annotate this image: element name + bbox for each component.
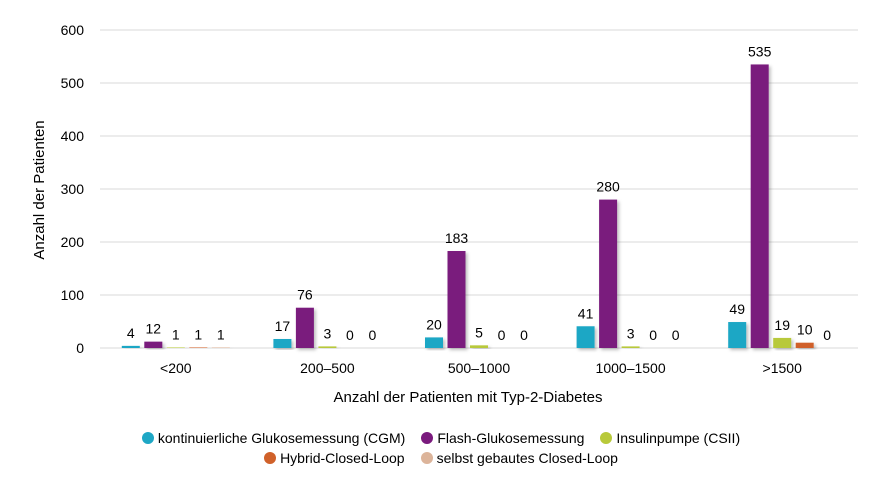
data-label: 0 [498,327,506,343]
data-label: 49 [729,301,745,317]
bar [470,345,488,348]
bar [295,307,314,348]
x-axis-ticks: <200 200–500 500–1000 1000–1500 >1500 [160,360,802,376]
y-axis-title: Anzahl der Patienten [31,120,48,259]
bar [576,326,595,348]
data-label: 41 [578,305,594,321]
legend-label: kontinuierliche Glukosemessung (CGM) [157,430,406,446]
bar [166,347,185,348]
bar [144,341,163,348]
data-label: 19 [774,317,790,333]
bar [750,64,769,348]
x-tick-label: <200 [160,360,192,376]
data-label: 20 [426,316,442,332]
data-label: 280 [596,179,620,195]
y-axis-ticks: 0 100 200 300 400 500 600 [61,22,85,356]
x-tick-label: 1000–1500 [596,360,666,376]
bar [621,346,640,348]
legend-label: Flash-Glukosemessung [437,430,585,446]
legend-item: selbst gebautes Closed-Loop [420,448,618,468]
data-label: 12 [146,321,162,337]
bar [318,346,337,348]
bar [728,322,747,348]
x-tick-label: >1500 [763,360,803,376]
data-label: 1 [194,326,202,342]
legend-item: kontinuierliche Glukosemessung (CGM) [141,428,406,448]
bar [121,345,140,348]
legend-item: Hybrid-Closed-Loop [264,448,405,468]
bar [273,338,292,348]
legend-label: Insulinpumpe (CSII) [616,430,741,446]
legend-label: Hybrid-Closed-Loop [280,450,405,466]
y-tick-label: 100 [61,287,85,303]
legend-row: kontinuierliche Glukosemessung (CGM) Flas… [0,428,882,448]
data-label: 17 [275,318,291,334]
gridlines [100,29,858,349]
y-tick-label: 300 [61,181,85,197]
bar [773,337,792,348]
data-label: 0 [520,327,528,343]
bar [599,199,618,348]
legend-item: Flash-Glukosemessung [421,428,584,448]
data-label: 3 [324,325,332,341]
legend-row: Hybrid-Closed-Loop selbst gebautes Closed… [0,448,882,468]
x-axis-title: Anzahl der Patienten mit Typ-2-Diabetes [333,389,602,406]
data-label: 4 [127,325,135,341]
data-label: 0 [823,327,831,343]
legend: kontinuierliche Glukosemessung (CGM) Flas… [0,428,882,468]
data-label: 0 [649,327,657,343]
legend-swatch [421,432,434,444]
legend-item: Insulinpumpe (CSII) [600,428,740,448]
x-tick-label: 500–1000 [448,360,511,376]
data-label: 1 [172,326,180,342]
data-label: 5 [475,324,483,340]
legend-label: selbst gebautes Closed-Loop [436,450,618,466]
bar [211,347,230,348]
legend-swatch [420,452,433,464]
bar [425,337,443,348]
data-label: 0 [672,327,680,343]
y-tick-label: 200 [61,234,85,250]
data-label: 535 [748,43,772,59]
bar [447,251,466,348]
y-tick-label: 500 [61,75,85,91]
bar [795,342,814,348]
legend-swatch [141,432,154,444]
x-tick-label: 200–500 [300,360,355,376]
data-label: 1 [217,326,225,342]
data-label: 10 [797,322,813,338]
bar [189,347,208,348]
data-label: 0 [346,327,354,343]
bars [121,64,814,348]
data-label: 183 [445,230,469,246]
legend-swatch [264,452,277,464]
data-label: 0 [369,327,377,343]
legend-swatch [600,432,613,444]
y-tick-label: 600 [61,22,85,38]
y-tick-label: 0 [76,340,84,356]
y-tick-label: 400 [61,128,85,144]
data-label: 3 [627,325,635,341]
data-label: 76 [297,287,313,303]
